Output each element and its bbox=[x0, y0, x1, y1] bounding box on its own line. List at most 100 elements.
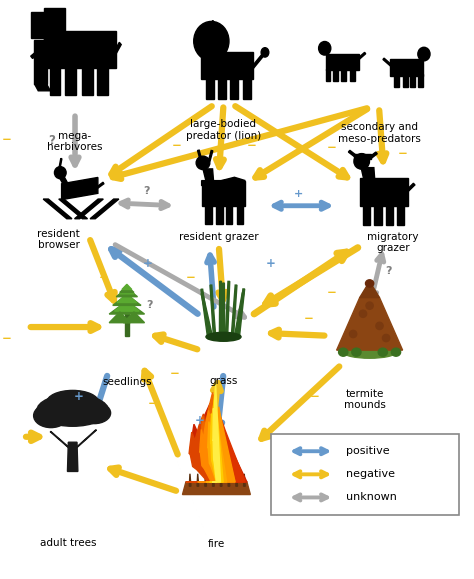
Polygon shape bbox=[205, 204, 212, 224]
Polygon shape bbox=[243, 77, 251, 100]
Polygon shape bbox=[226, 204, 232, 224]
Text: resident grazer: resident grazer bbox=[179, 232, 259, 242]
Polygon shape bbox=[50, 431, 69, 448]
Polygon shape bbox=[206, 400, 227, 482]
Polygon shape bbox=[230, 77, 238, 100]
Ellipse shape bbox=[55, 167, 66, 179]
Ellipse shape bbox=[354, 153, 369, 169]
Polygon shape bbox=[333, 69, 338, 81]
Ellipse shape bbox=[194, 21, 229, 61]
Ellipse shape bbox=[352, 348, 361, 356]
Text: −: − bbox=[172, 138, 181, 152]
Text: large-bodied
predator (lion): large-bodied predator (lion) bbox=[186, 119, 261, 141]
Polygon shape bbox=[237, 204, 243, 224]
Polygon shape bbox=[234, 293, 244, 339]
Ellipse shape bbox=[261, 47, 269, 57]
Text: −: − bbox=[185, 272, 195, 284]
Polygon shape bbox=[182, 482, 250, 494]
Polygon shape bbox=[197, 474, 199, 486]
Ellipse shape bbox=[206, 332, 241, 341]
Text: +: + bbox=[195, 415, 205, 427]
Ellipse shape bbox=[359, 310, 367, 317]
Polygon shape bbox=[109, 312, 130, 323]
Polygon shape bbox=[216, 204, 223, 224]
Text: −: − bbox=[303, 312, 313, 325]
Text: seedlings: seedlings bbox=[102, 378, 152, 387]
Polygon shape bbox=[212, 382, 220, 482]
Polygon shape bbox=[205, 20, 218, 30]
Polygon shape bbox=[208, 407, 235, 482]
Text: +: + bbox=[143, 257, 153, 270]
Text: fire: fire bbox=[208, 539, 225, 549]
Polygon shape bbox=[341, 69, 346, 81]
Ellipse shape bbox=[366, 302, 373, 309]
Polygon shape bbox=[123, 312, 145, 323]
Polygon shape bbox=[65, 65, 75, 96]
Polygon shape bbox=[326, 69, 330, 81]
Polygon shape bbox=[97, 182, 104, 189]
Polygon shape bbox=[219, 281, 222, 339]
Text: −: − bbox=[170, 367, 180, 380]
Polygon shape bbox=[231, 285, 237, 339]
Polygon shape bbox=[218, 77, 226, 100]
Polygon shape bbox=[220, 474, 222, 486]
Polygon shape bbox=[397, 204, 404, 225]
Polygon shape bbox=[337, 298, 402, 350]
Polygon shape bbox=[360, 281, 380, 298]
Polygon shape bbox=[62, 177, 98, 200]
Ellipse shape bbox=[349, 331, 357, 338]
Polygon shape bbox=[410, 75, 415, 87]
Ellipse shape bbox=[78, 402, 110, 424]
Polygon shape bbox=[383, 58, 392, 66]
Polygon shape bbox=[44, 31, 116, 68]
Ellipse shape bbox=[196, 156, 210, 170]
Polygon shape bbox=[210, 389, 223, 482]
Polygon shape bbox=[244, 474, 245, 486]
Polygon shape bbox=[374, 204, 382, 225]
Polygon shape bbox=[117, 294, 137, 302]
Polygon shape bbox=[205, 474, 207, 486]
Text: negative: negative bbox=[346, 470, 395, 479]
Polygon shape bbox=[236, 474, 237, 486]
Polygon shape bbox=[390, 60, 423, 76]
Text: −: − bbox=[247, 138, 257, 152]
Ellipse shape bbox=[37, 394, 109, 426]
Text: unknown: unknown bbox=[346, 493, 397, 503]
Ellipse shape bbox=[338, 348, 348, 356]
Text: −: − bbox=[137, 474, 147, 486]
Polygon shape bbox=[326, 54, 359, 70]
Polygon shape bbox=[209, 151, 213, 161]
Text: −: − bbox=[398, 147, 408, 160]
Polygon shape bbox=[348, 151, 357, 158]
Polygon shape bbox=[368, 152, 377, 160]
Text: grass: grass bbox=[210, 376, 237, 386]
Polygon shape bbox=[113, 295, 141, 305]
Polygon shape bbox=[418, 75, 423, 87]
Polygon shape bbox=[198, 411, 225, 482]
Polygon shape bbox=[109, 301, 145, 314]
Polygon shape bbox=[59, 159, 62, 168]
Text: −: − bbox=[310, 390, 319, 403]
Polygon shape bbox=[354, 155, 371, 159]
Polygon shape bbox=[31, 12, 46, 38]
Polygon shape bbox=[201, 294, 213, 339]
Text: +: + bbox=[73, 390, 83, 403]
Polygon shape bbox=[74, 199, 103, 219]
Polygon shape bbox=[119, 287, 134, 294]
Text: ?: ? bbox=[48, 134, 55, 147]
Polygon shape bbox=[50, 65, 61, 96]
Polygon shape bbox=[205, 417, 245, 482]
Text: −: − bbox=[303, 138, 313, 152]
Polygon shape bbox=[201, 177, 246, 186]
Polygon shape bbox=[59, 177, 68, 184]
Polygon shape bbox=[212, 474, 214, 486]
Polygon shape bbox=[122, 284, 132, 290]
Polygon shape bbox=[225, 281, 230, 339]
Text: resident
browser: resident browser bbox=[37, 229, 80, 251]
Ellipse shape bbox=[383, 335, 390, 342]
Text: secondary and
meso-predators: secondary and meso-predators bbox=[337, 122, 420, 144]
Polygon shape bbox=[403, 75, 408, 87]
Polygon shape bbox=[76, 430, 97, 448]
Text: ?: ? bbox=[385, 266, 392, 276]
Polygon shape bbox=[201, 181, 246, 206]
